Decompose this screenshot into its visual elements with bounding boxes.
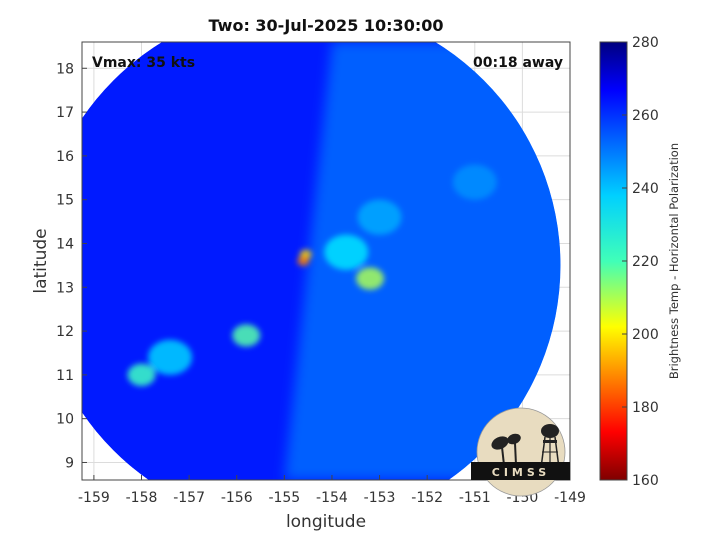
y-tick-label: 17 bbox=[56, 105, 74, 121]
x-tick-label: -153 bbox=[364, 490, 396, 506]
swath-feature bbox=[452, 164, 497, 200]
x-tick-label: -156 bbox=[221, 490, 253, 506]
y-axis-label: latitude bbox=[31, 228, 51, 293]
cimss-logo: CIMSS bbox=[471, 407, 570, 497]
colorbar-ticks: 160 180 200 220 240 260 280 bbox=[622, 35, 659, 489]
colorbar-tick-label: 240 bbox=[632, 181, 659, 197]
x-axis-label: longitude bbox=[286, 512, 366, 532]
swath-feature bbox=[356, 267, 385, 290]
y-tick-label: 14 bbox=[56, 236, 74, 252]
y-tick-label: 18 bbox=[56, 61, 74, 77]
swath-feature bbox=[127, 363, 156, 387]
cimss-logo-text: CIMSS bbox=[492, 466, 550, 479]
swath-feature bbox=[357, 199, 402, 235]
plot-border bbox=[81, 41, 571, 481]
y-tick-label: 13 bbox=[56, 280, 74, 296]
colorbar-tick-label: 260 bbox=[632, 108, 659, 124]
swath-feature bbox=[324, 234, 369, 270]
swath-feature bbox=[297, 256, 310, 266]
y-tick-label: 9 bbox=[65, 455, 74, 471]
x-tick-label: -149 bbox=[554, 490, 586, 506]
chart-title: Two: 30-Jul-2025 10:30:00 bbox=[209, 16, 444, 35]
x-tick-label: -151 bbox=[459, 490, 491, 506]
colorbar-tick-label: 280 bbox=[632, 35, 659, 51]
colorbar-tick-label: 180 bbox=[632, 400, 659, 416]
swath-feature bbox=[148, 339, 193, 375]
x-axis-ticks: -159 -158 -157 -156 -155 -154 -153 -152 -151 -150… bbox=[78, 475, 586, 506]
colorbar-label: Brightness Temp - Horizontal Polarizatio… bbox=[667, 143, 681, 379]
x-tick-label: -152 bbox=[411, 490, 443, 506]
x-tick-label: -154 bbox=[316, 490, 348, 506]
y-axis-ticks: 9 10 11 12 13 14 15 16 17 18 bbox=[56, 61, 87, 471]
colorbar-tick-label: 200 bbox=[632, 327, 659, 343]
y-tick-label: 15 bbox=[56, 193, 74, 209]
y-tick-label: 12 bbox=[56, 324, 74, 340]
swath-warm-region bbox=[284, 42, 561, 480]
y-tick-label: 16 bbox=[56, 149, 74, 165]
time-away-annotation: 00:18 away bbox=[473, 55, 563, 71]
colorbar-tick-label: 160 bbox=[632, 473, 659, 489]
x-tick-label: -157 bbox=[173, 490, 205, 506]
x-tick-label: -155 bbox=[268, 490, 300, 506]
swath-image bbox=[82, 42, 561, 480]
y-tick-label: 11 bbox=[56, 368, 74, 384]
y-tick-label: 10 bbox=[56, 412, 74, 428]
x-tick-label: -158 bbox=[126, 490, 158, 506]
swath-feature bbox=[232, 324, 261, 347]
vmax-annotation: Vmax: 35 kts bbox=[92, 55, 195, 71]
x-tick-label: -159 bbox=[78, 490, 110, 506]
colorbar-tick-label: 220 bbox=[632, 254, 659, 270]
